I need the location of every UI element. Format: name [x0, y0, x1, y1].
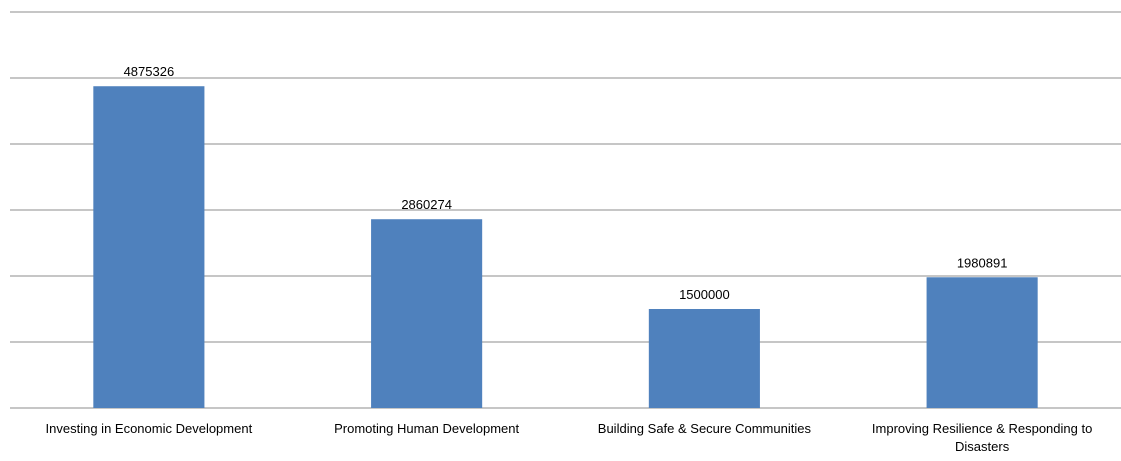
- x-tick-label: Building Safe & Secure Communities: [597, 421, 811, 436]
- data-label: 2860274: [401, 197, 452, 212]
- bar: [648, 309, 760, 408]
- x-tick-label: Investing in Economic Development: [45, 421, 253, 436]
- bar: [926, 277, 1038, 408]
- bar: [371, 219, 483, 408]
- data-label: 4875326: [124, 64, 175, 79]
- x-tick-label: Promoting Human Development: [334, 421, 520, 436]
- data-label: 1980891: [957, 255, 1008, 270]
- bar: [93, 86, 205, 408]
- x-tick-label: Improving Resilience & Responding to Dis…: [871, 421, 1093, 454]
- data-label: 1500000: [679, 287, 730, 302]
